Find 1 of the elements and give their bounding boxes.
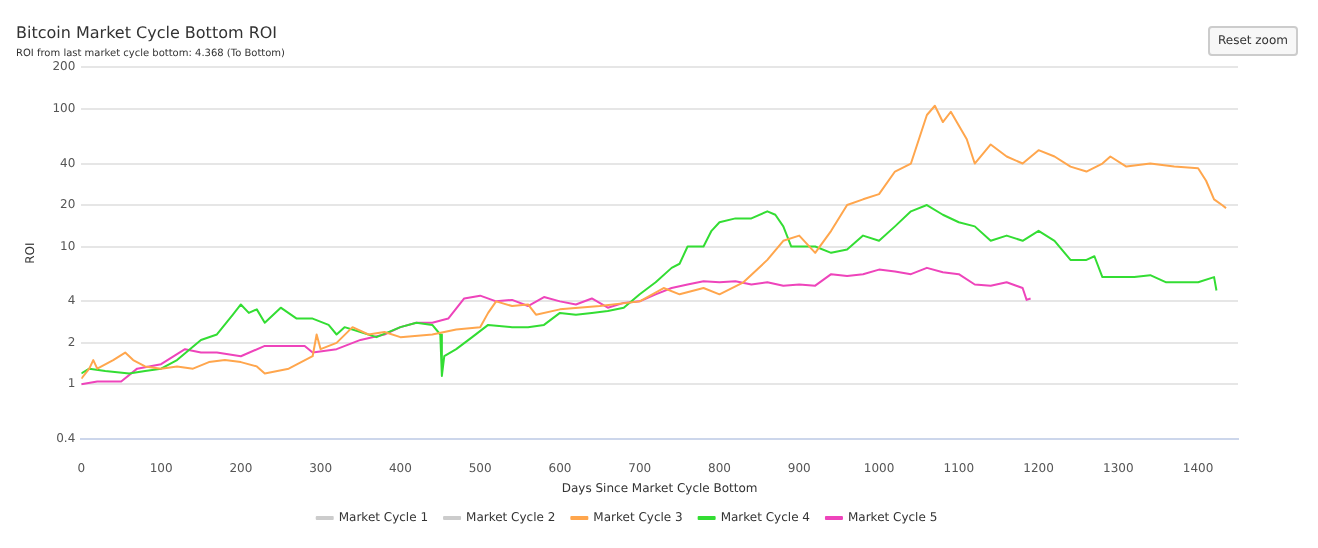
chart-title: Bitcoin Market Cycle Bottom ROI [16,23,278,42]
